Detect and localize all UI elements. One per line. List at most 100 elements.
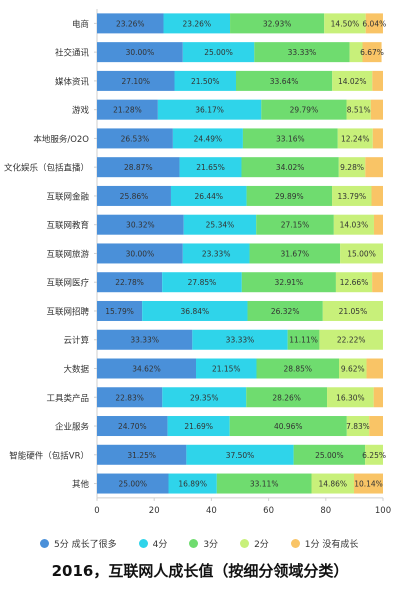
bar-segment	[97, 272, 163, 293]
data-label: 30.00%	[126, 249, 155, 258]
x-tick-label: 0	[94, 506, 99, 516]
data-label: 21.69%	[184, 422, 213, 431]
data-label: 33.64%	[270, 77, 299, 86]
bar-segment	[340, 243, 383, 264]
bar-segment	[216, 473, 312, 494]
data-label: 33.16%	[276, 134, 305, 143]
bar-segment	[333, 214, 374, 235]
data-label: 8.51%	[347, 106, 371, 115]
bar-segment	[97, 70, 175, 91]
data-label: 29.89%	[275, 192, 304, 201]
x-tick-label: 60	[263, 506, 274, 516]
category-label: 社交通讯	[55, 48, 90, 59]
bar-segment	[242, 128, 338, 149]
bar-segment	[311, 473, 354, 494]
bar-segment	[179, 157, 242, 178]
data-label: 25.00%	[118, 480, 147, 489]
data-label: 10.14%	[354, 480, 383, 489]
legend-label-5: 5分 成长了很多	[54, 539, 117, 550]
bar-segment	[229, 416, 347, 437]
data-label: 14.02%	[338, 77, 367, 86]
legend-swatch-5	[40, 538, 49, 548]
data-label: 34.62%	[132, 365, 161, 374]
data-label: 32.93%	[263, 19, 292, 28]
bar-segment	[168, 473, 217, 494]
bar-segment	[372, 272, 383, 293]
bar-segment	[170, 185, 247, 206]
bar-segment	[247, 300, 323, 321]
data-label: 23.26%	[116, 19, 145, 28]
bar-segment	[97, 42, 183, 63]
data-label: 22.78%	[115, 278, 144, 287]
data-label: 9.62%	[341, 365, 365, 374]
data-label: 32.91%	[275, 278, 304, 287]
legend-item-5: 5分 成长了很多	[40, 537, 117, 550]
legend: 5分 成长了很多 4分 3分 2分 1分 没有成长	[40, 535, 395, 551]
data-label: 34.02%	[276, 163, 305, 172]
data-label: 7.83%	[346, 422, 370, 431]
data-label: 29.35%	[190, 393, 219, 402]
data-label: 21.15%	[212, 365, 241, 374]
category-label: 互联网招聘	[46, 306, 89, 317]
bar-segment	[327, 387, 374, 408]
data-label: 30.32%	[126, 221, 155, 230]
bar-segment	[373, 387, 383, 408]
data-label: 12.66%	[340, 278, 369, 287]
bar-segment	[365, 157, 383, 178]
data-label: 26.53%	[121, 134, 150, 143]
data-label: 21.05%	[339, 307, 368, 316]
data-label: 31.25%	[127, 451, 156, 460]
legend-item-1: 1分 没有成长	[290, 537, 358, 550]
bar-segment	[346, 99, 371, 120]
category-label: 游戏	[72, 105, 90, 116]
data-label: 21.50%	[191, 77, 220, 86]
bar-segment	[319, 329, 383, 350]
data-label: 28.85%	[283, 365, 312, 374]
x-tick-label: 80	[320, 506, 331, 516]
bar-segment	[172, 128, 243, 149]
data-label: 33.33%	[288, 48, 317, 57]
bar-segment	[261, 99, 347, 120]
bar-segment	[365, 13, 383, 34]
bar-segment	[241, 157, 339, 178]
data-label: 23.26%	[182, 19, 211, 28]
legend-swatch-3	[189, 538, 199, 548]
bar-segment	[372, 128, 383, 149]
legend-swatch-4	[138, 538, 148, 548]
bar-segment	[369, 416, 383, 437]
data-label: 40.96%	[274, 422, 303, 431]
bar-segment	[97, 99, 158, 120]
data-label: 36.84%	[181, 307, 210, 316]
data-label: 15.00%	[347, 249, 376, 258]
bar-segment	[97, 416, 168, 437]
legend-swatch-2	[240, 538, 250, 548]
data-label: 16.89%	[178, 480, 207, 489]
data-label: 24.70%	[118, 422, 147, 431]
category-label: 互联网教育	[46, 220, 89, 231]
data-label: 6.67%	[360, 48, 384, 57]
x-tick-label: 40	[206, 506, 217, 516]
bar-segment	[97, 444, 187, 465]
legend-item-2: 2分	[240, 537, 269, 550]
data-label: 22.83%	[115, 393, 144, 402]
data-label: 33.33%	[226, 336, 255, 345]
bar-segment	[370, 99, 383, 120]
data-label: 26.32%	[271, 307, 300, 316]
data-label: 25.34%	[206, 221, 235, 230]
category-label: 工具类产品	[46, 393, 89, 404]
data-label: 36.17%	[195, 106, 224, 115]
data-label: 9.28%	[340, 163, 364, 172]
bar-segment	[142, 300, 248, 321]
data-label: 21.65%	[196, 163, 225, 172]
bar-segment	[366, 358, 383, 379]
bar-segment	[97, 128, 173, 149]
bar-segment	[97, 185, 171, 206]
bar-segment	[241, 272, 336, 293]
bar-segment	[338, 157, 366, 178]
bar-segment	[192, 329, 288, 350]
legend-label-4: 4分	[152, 539, 168, 550]
bar-segment	[332, 185, 372, 206]
data-label: 24.49%	[194, 134, 223, 143]
bar-segment	[322, 300, 383, 321]
